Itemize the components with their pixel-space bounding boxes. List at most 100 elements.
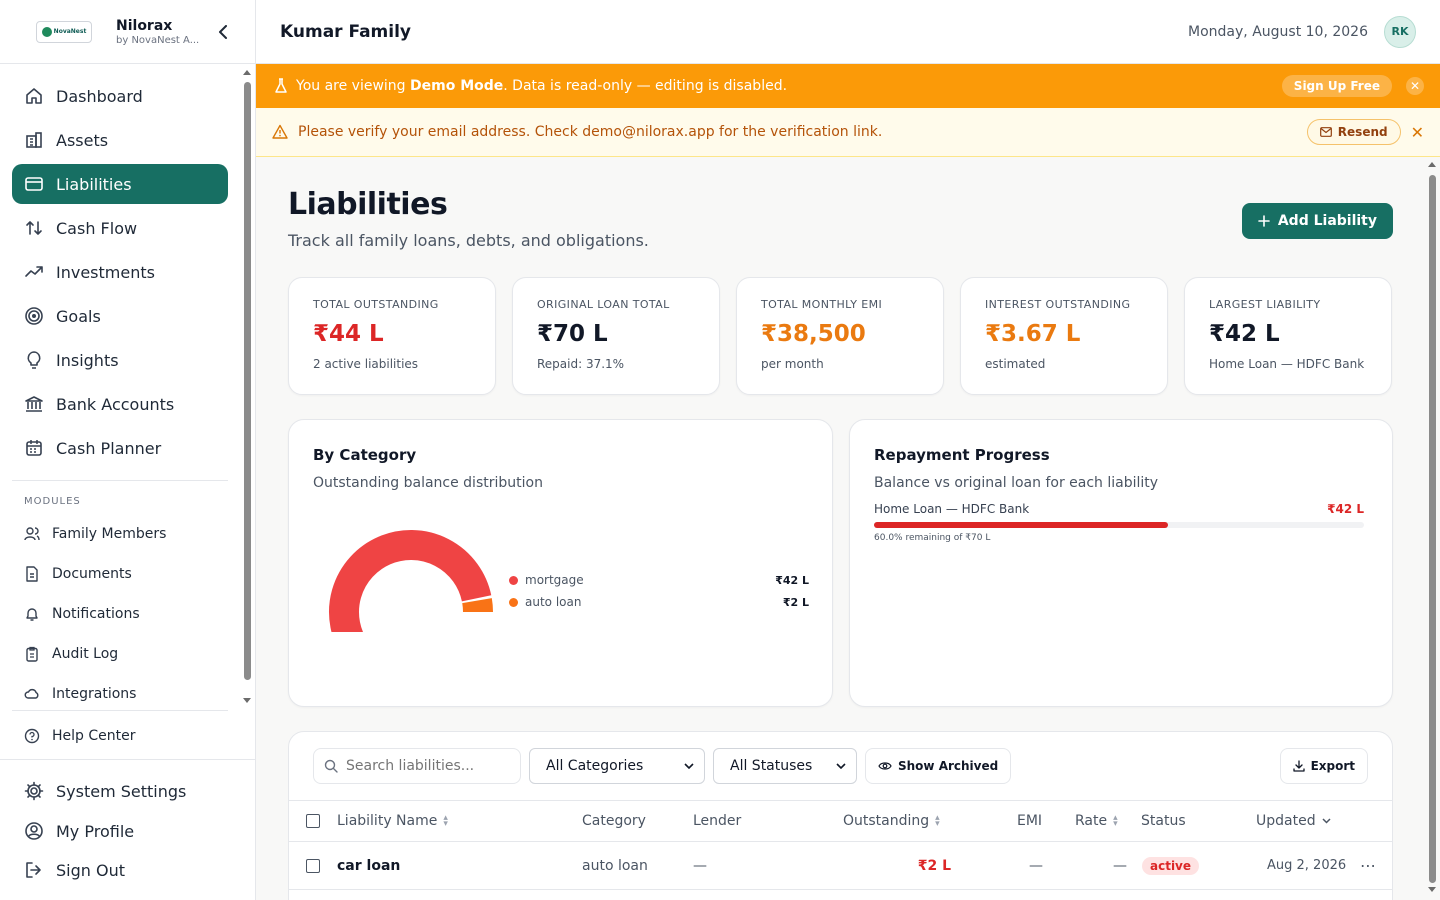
add-liability-button[interactable]: Add Liability (1241, 203, 1393, 239)
user-circle-icon (24, 821, 44, 841)
sign-up-free-button[interactable]: Sign Up Free (1281, 75, 1392, 97)
sidebar-item-cash-planner[interactable]: Cash Planner (12, 428, 228, 468)
sidebar-item-sign-out[interactable]: Sign Out (12, 850, 228, 890)
sidebar-item-label: Bank Accounts (56, 394, 175, 414)
target-icon (24, 306, 44, 326)
donut-slice-mortgage[interactable] (329, 530, 492, 632)
sidebar-item-goals[interactable]: Goals (12, 296, 228, 336)
sidebar-item-help-center[interactable]: Help Center (12, 718, 228, 754)
chevron-down-icon (684, 763, 694, 769)
stat-value: ₹38,500 (761, 321, 866, 347)
help-circle-icon (24, 728, 40, 744)
close-icon[interactable]: ✕ (1406, 77, 1424, 95)
scroll-up-arrow-icon[interactable] (243, 70, 251, 75)
top-bar: Kumar Family Monday, August 10, 2026 RK (256, 0, 1440, 64)
column-header-updated[interactable]: Updated (1256, 801, 1331, 841)
legend-item-mortgage: mortgage ₹42 L (509, 572, 809, 588)
sidebar-item-label: My Profile (56, 821, 135, 841)
stat-note: Home Loan — HDFC Bank (1209, 357, 1365, 371)
close-icon[interactable]: ✕ (1410, 122, 1424, 142)
arrows-up-down-icon (24, 218, 44, 238)
sidebar-item-my-profile[interactable]: My Profile (12, 811, 228, 851)
bell-icon (24, 606, 40, 622)
scroll-down-arrow-icon[interactable] (1428, 887, 1436, 892)
select-all-checkbox[interactable] (306, 814, 320, 828)
table-header: Liability Name ▴ ▾ Category Lender Outstan… (289, 800, 1392, 842)
sidebar-item-integrations[interactable]: Integrations (12, 676, 228, 710)
column-header-emi: EMI (1017, 813, 1043, 829)
repayment-progress-panel: Repayment Progress Balance vs original l… (849, 419, 1393, 707)
donut-slice-auto-loan[interactable] (462, 598, 493, 613)
column-header-lender: Lender (693, 813, 742, 829)
verify-email-banner: Please verify your email address. Check … (256, 108, 1440, 157)
sidebar-item-label: Cash Flow (56, 218, 138, 238)
row-checkbox-cell (306, 842, 320, 889)
status-filter-select[interactable]: All Statuses (713, 748, 857, 784)
sidebar-scrollbar-thumb[interactable] (244, 82, 251, 680)
logo-mark-icon (41, 26, 52, 37)
legend-item-auto-loan: auto loan ₹2 L (509, 594, 809, 610)
brand-subtitle: by NovaNest A... (116, 34, 200, 46)
export-button[interactable]: Export (1279, 748, 1368, 784)
sidebar-item-label: Investments (56, 262, 155, 282)
sidebar-nav: Dashboard Assets Liabilities Cash Flow I… (0, 64, 256, 710)
bank-icon (24, 394, 44, 414)
column-header-rate[interactable]: Rate ▴ ▾ (1075, 813, 1118, 829)
scroll-down-arrow-icon[interactable] (243, 698, 251, 703)
category-filter-select[interactable]: All Categories (529, 748, 705, 784)
column-header-status: Status (1141, 813, 1186, 829)
scroll-up-arrow-icon[interactable] (1428, 162, 1436, 167)
column-header-liability-name[interactable]: Liability Name ▴ ▾ (337, 813, 448, 829)
show-archived-button[interactable]: Show Archived (865, 748, 1012, 784)
row-actions-menu-icon[interactable]: ⋯ (1360, 856, 1376, 875)
stat-card-total-monthly-emi: TOTAL MONTHLY EMI ₹38,500 per month (736, 277, 944, 395)
sidebar-item-label: Sign Out (56, 860, 125, 880)
brand-logo[interactable]: NovaNest (36, 20, 92, 43)
sidebar-item-investments[interactable]: Investments (12, 252, 228, 292)
sort-icon: ▴ ▾ (443, 813, 448, 829)
sidebar-item-cash-flow[interactable]: Cash Flow (12, 208, 228, 248)
table-row[interactable]: car loan auto loan — ₹2 L — — active Aug… (289, 842, 1392, 890)
stat-card-interest-outstanding: INTEREST OUTSTANDING ₹3.67 L estimated (960, 277, 1168, 395)
progress-bar-fill (874, 522, 1168, 528)
category-donut-chart (329, 530, 493, 632)
sidebar-item-bank-accounts[interactable]: Bank Accounts (12, 384, 228, 424)
download-icon (1292, 760, 1305, 772)
sidebar-item-liabilities[interactable]: Liabilities (12, 164, 228, 204)
search-icon (324, 759, 338, 773)
page-title: Liabilities (288, 187, 448, 222)
stat-value: ₹3.67 L (985, 321, 1081, 347)
cell-liability-name[interactable]: car loan (337, 857, 401, 874)
legend-dot (509, 575, 518, 585)
sidebar-item-label: Notifications (52, 606, 140, 622)
plus-icon (1258, 215, 1270, 227)
demo-mode-message: You are viewing Demo Mode. Data is read-… (296, 78, 788, 94)
status-badge: active (1142, 856, 1200, 875)
sort-icon: ▴ ▾ (935, 813, 940, 829)
collapse-sidebar-button[interactable] (215, 22, 231, 42)
avatar[interactable]: RK (1384, 15, 1416, 48)
flask-icon (275, 78, 287, 93)
search-input[interactable] (346, 758, 506, 774)
sidebar-item-documents[interactable]: Documents (12, 556, 228, 592)
resend-button[interactable]: Resend (1306, 119, 1401, 145)
stat-card-total-outstanding: TOTAL OUTSTANDING ₹44 L 2 active liabili… (288, 277, 496, 395)
sidebar-item-system-settings[interactable]: System Settings (12, 771, 228, 811)
sidebar-item-insights[interactable]: Insights (12, 340, 228, 380)
sidebar-item-dashboard[interactable]: Dashboard (12, 76, 228, 116)
gear-icon (24, 781, 44, 801)
progress-item-value: ₹42 L (1327, 502, 1364, 516)
sidebar-item-family-members[interactable]: Family Members (12, 516, 228, 552)
sidebar-item-audit-log[interactable]: Audit Log (12, 636, 228, 672)
panel-subtitle: Balance vs original loan for each liabil… (874, 475, 1159, 491)
main-scrollbar-thumb[interactable] (1429, 175, 1436, 883)
cell-updated: Aug 2, 2026 (1267, 858, 1347, 873)
cell-category: auto loan (582, 857, 648, 874)
clipboard-icon (24, 646, 40, 662)
sidebar-item-notifications[interactable]: Notifications (12, 596, 228, 632)
sidebar-item-assets[interactable]: Assets (12, 120, 228, 160)
panel-subtitle: Outstanding balance distribution (313, 475, 543, 491)
row-checkbox[interactable] (306, 858, 320, 873)
column-header-outstanding[interactable]: Outstanding ▴ ▾ (843, 813, 940, 829)
chevron-down-icon (836, 763, 846, 769)
